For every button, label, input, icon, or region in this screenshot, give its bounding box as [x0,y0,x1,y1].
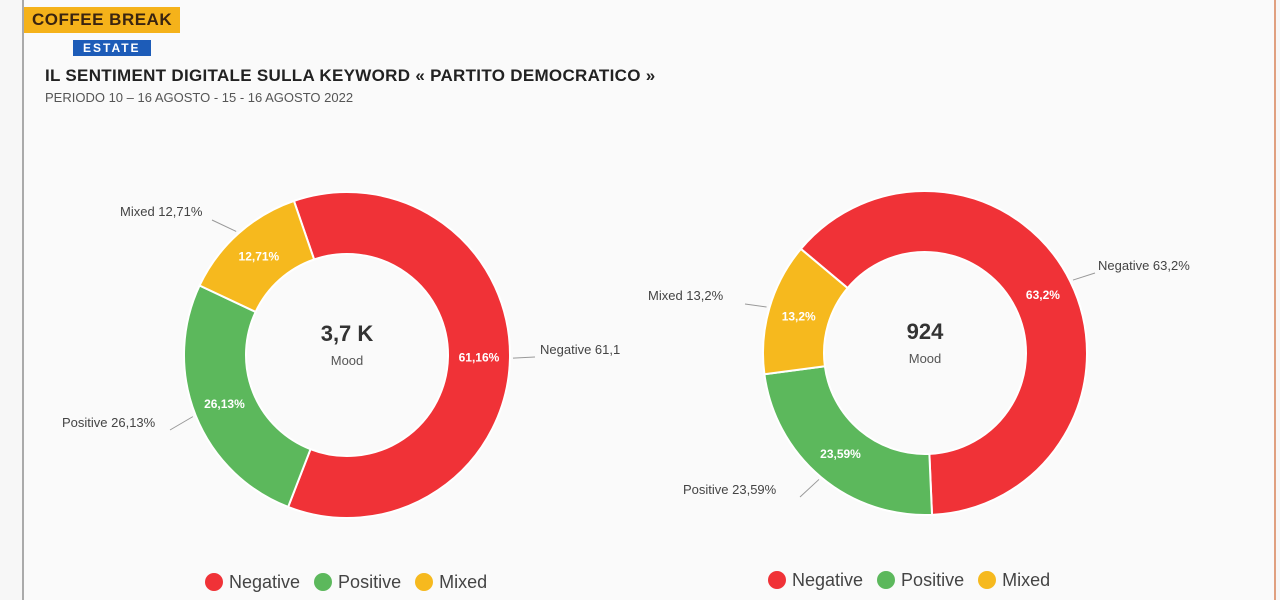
legend-item-positive[interactable]: Positive [877,570,964,591]
legend-label: Mixed [439,572,488,592]
slice-value-label: 26,13% [204,397,245,411]
donut-slice-positive [183,284,312,509]
chart-legend: Negative Positive Mixed [768,570,1050,591]
legend-swatch [314,573,333,591]
legend-label: Negative [229,572,301,592]
leader-line [799,479,820,498]
program-sub-badge: ESTATE [73,40,151,56]
legend-label: Mixed [1002,570,1051,590]
legend-item-positive[interactable]: Positive [314,572,401,593]
slice-outer-label: Positive 23,59% [683,482,777,497]
leader-line [211,219,237,232]
leader-line [512,356,536,359]
center-label: Mood [330,353,364,368]
slice-outer-label: Mixed 12,71% [120,204,203,219]
donut-slice-mixed [198,199,316,314]
donut-center: 924 Mood [865,319,985,366]
slice-value-label: 23,59% [820,447,861,461]
legend-item-mixed[interactable]: Mixed [978,570,1050,591]
program-badge: COFFEE BREAK [24,7,181,33]
donut-slice-positive [763,365,934,516]
center-value: 924 [906,319,944,344]
chart-legend: Negative Positive Mixed [205,572,487,593]
slice-outer-label: Negative 61,1 [540,342,621,357]
center-value: 3,7 K [320,321,374,346]
slice-value-label: 12,71% [239,250,280,264]
legend-label: Positive [901,570,965,590]
donut-slice-negative [799,190,1088,516]
slice-value-label: 61,16% [459,351,500,365]
legend-label: Negative [792,570,864,590]
legend-item-negative[interactable]: Negative [768,570,863,591]
slice-value-label: 63,2% [1026,288,1060,302]
legend-swatch [978,571,997,589]
legend-label: Positive [338,572,402,592]
slice-outer-label: Positive 26,13% [62,415,156,430]
chart-subtitle: PERIODO 10 – 16 AGOSTO - 15 - 16 AGOSTO … [45,90,354,105]
donut-slice-negative [286,191,511,519]
legend-item-negative[interactable]: Negative [205,572,300,593]
legend-item-mixed[interactable]: Mixed [415,572,487,593]
center-label: Mood [908,351,942,366]
leader-line [744,303,767,308]
leader-line [1072,272,1096,281]
slice-outer-label: Negative 63,2% [1098,258,1190,273]
slice-outer-label: Mixed 13,2% [648,288,724,303]
donut-center: 3,7 K Mood [287,321,407,368]
donut-slice-mixed [762,247,849,376]
chart-title: IL SENTIMENT DIGITALE SULLA KEYWORD « PA… [45,66,656,85]
legend-swatch [205,573,223,591]
legend-swatch [415,573,434,591]
slice-value-label: 13,2% [782,309,816,323]
legend-swatch [768,571,786,589]
leader-line [169,416,194,431]
legend-swatch [877,571,896,589]
